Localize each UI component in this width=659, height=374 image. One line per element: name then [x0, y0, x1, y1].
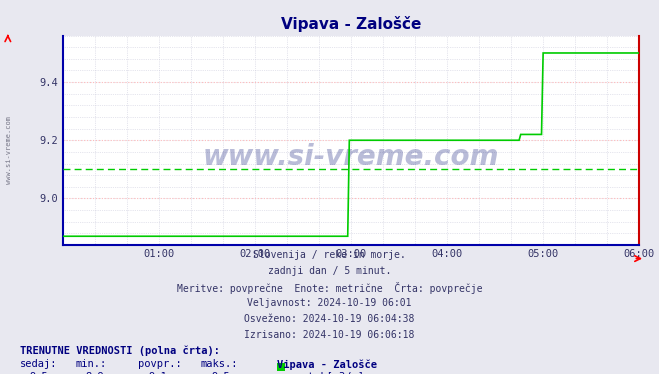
Text: Slovenija / reke in morje.: Slovenija / reke in morje.: [253, 250, 406, 260]
Text: sedaj:: sedaj:: [20, 359, 57, 369]
Text: zadnji dan / 5 minut.: zadnji dan / 5 minut.: [268, 266, 391, 276]
Text: Izrisano: 2024-10-19 06:06:18: Izrisano: 2024-10-19 06:06:18: [244, 330, 415, 340]
Text: TRENUTNE VREDNOSTI (polna črta):: TRENUTNE VREDNOSTI (polna črta):: [20, 346, 219, 356]
Text: 9,5: 9,5: [30, 372, 48, 374]
Text: Vipava - Zalošče: Vipava - Zalošče: [277, 359, 377, 370]
Text: Meritve: povprečne  Enote: metrične  Črta: povprečje: Meritve: povprečne Enote: metrične Črta:…: [177, 282, 482, 294]
Text: www.si-vreme.com: www.si-vreme.com: [203, 143, 499, 171]
Text: 8,9: 8,9: [86, 372, 104, 374]
Text: min.:: min.:: [76, 359, 107, 369]
Text: 9,5: 9,5: [211, 372, 229, 374]
Text: www.si-vreme.com: www.si-vreme.com: [5, 116, 12, 184]
Text: 9,1: 9,1: [148, 372, 167, 374]
Text: Veljavnost: 2024-10-19 06:01: Veljavnost: 2024-10-19 06:01: [247, 298, 412, 308]
Text: pretok[m3/s]: pretok[m3/s]: [289, 372, 364, 374]
Title: Vipava - Zalošče: Vipava - Zalošče: [281, 16, 421, 31]
Text: povpr.:: povpr.:: [138, 359, 182, 369]
Text: Osveženo: 2024-10-19 06:04:38: Osveženo: 2024-10-19 06:04:38: [244, 314, 415, 324]
Text: maks.:: maks.:: [201, 359, 239, 369]
